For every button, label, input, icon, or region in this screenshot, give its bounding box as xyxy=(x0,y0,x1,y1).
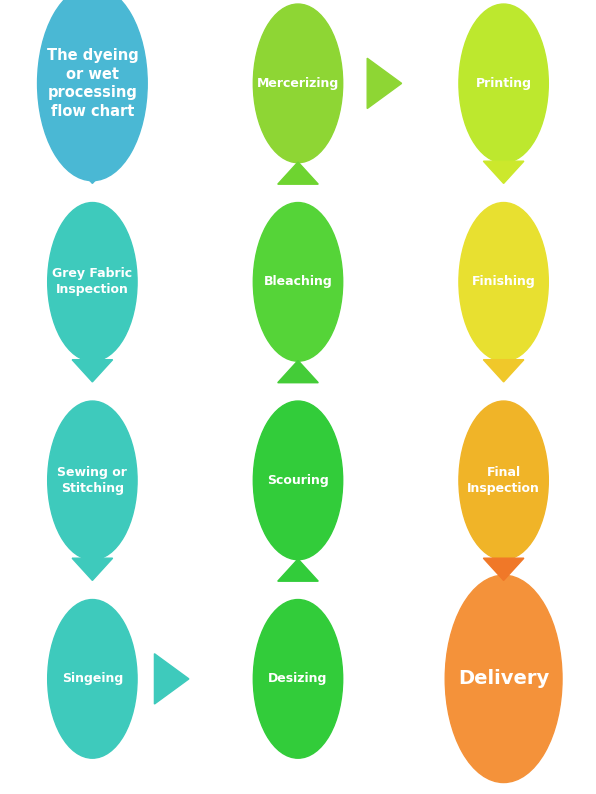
Ellipse shape xyxy=(459,401,548,560)
Polygon shape xyxy=(483,360,524,382)
Polygon shape xyxy=(278,162,318,184)
Ellipse shape xyxy=(459,202,548,361)
Text: Final
Inspection: Final Inspection xyxy=(467,466,540,495)
Polygon shape xyxy=(483,161,524,183)
Polygon shape xyxy=(72,360,113,382)
Text: Sewing or
Stitching: Sewing or Stitching xyxy=(57,466,128,495)
Ellipse shape xyxy=(48,202,137,361)
Polygon shape xyxy=(367,58,402,109)
Ellipse shape xyxy=(253,4,343,163)
Ellipse shape xyxy=(48,599,137,758)
Text: Printing: Printing xyxy=(476,77,532,90)
Text: Delivery: Delivery xyxy=(458,669,550,688)
Ellipse shape xyxy=(38,0,147,181)
Polygon shape xyxy=(154,653,189,704)
Ellipse shape xyxy=(48,401,137,560)
Text: The dyeing
or wet
processing
flow chart: The dyeing or wet processing flow chart xyxy=(46,48,138,119)
Ellipse shape xyxy=(253,401,343,560)
Ellipse shape xyxy=(445,575,562,783)
Text: Bleaching: Bleaching xyxy=(263,276,333,288)
Text: Grey Fabric
Inspection: Grey Fabric Inspection xyxy=(52,268,132,296)
Polygon shape xyxy=(278,360,318,383)
Text: Singeing: Singeing xyxy=(62,673,123,685)
Ellipse shape xyxy=(253,202,343,361)
Polygon shape xyxy=(483,558,524,580)
Polygon shape xyxy=(72,558,113,580)
Text: Mercerizing: Mercerizing xyxy=(257,77,339,90)
Ellipse shape xyxy=(459,4,548,163)
Polygon shape xyxy=(278,559,318,581)
Ellipse shape xyxy=(253,599,343,758)
Text: Finishing: Finishing xyxy=(472,276,535,288)
Text: Desizing: Desizing xyxy=(268,673,328,685)
Text: Scouring: Scouring xyxy=(267,474,329,487)
Polygon shape xyxy=(72,161,113,183)
